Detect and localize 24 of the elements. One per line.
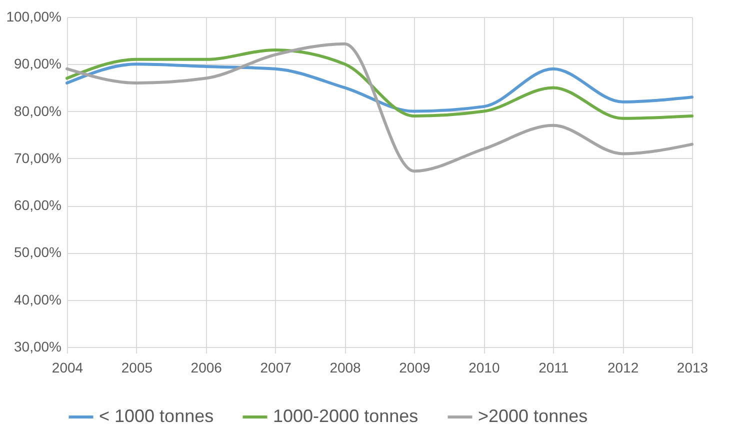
y-tick-label: 70,00% bbox=[14, 150, 62, 166]
y-tick-label: 90,00% bbox=[14, 56, 62, 72]
x-tick-label: 2010 bbox=[468, 360, 500, 376]
y-tick-label: 30,00% bbox=[14, 338, 62, 354]
x-tick-label: 2004 bbox=[52, 360, 84, 376]
line-series bbox=[66, 48, 694, 120]
x-tick-label: 2012 bbox=[607, 360, 639, 376]
x-tick-label: 2013 bbox=[676, 360, 708, 376]
legend-label: < 1000 tonnes bbox=[99, 406, 214, 426]
y-tick-label: 50,00% bbox=[14, 244, 62, 260]
y-tick-label: 60,00% bbox=[14, 197, 62, 214]
legend-label: >2000 tonnes bbox=[478, 406, 588, 426]
x-tick-label: 2011 bbox=[538, 360, 569, 376]
y-tick-label: 80,00% bbox=[14, 102, 62, 119]
line-series bbox=[66, 62, 694, 113]
x-tick-label: 2009 bbox=[399, 360, 431, 376]
x-tick-label: 2007 bbox=[260, 360, 292, 376]
x-tick-label: 2006 bbox=[190, 360, 222, 376]
y-tick-label: 100,00% bbox=[6, 8, 62, 24]
x-tick-label: 2005 bbox=[121, 360, 153, 376]
legend-label: 1000-2000 tonnes bbox=[273, 406, 418, 426]
x-tick-label: 2008 bbox=[330, 360, 362, 376]
y-tick-label: 40,00% bbox=[14, 291, 62, 308]
line-series bbox=[66, 42, 694, 173]
